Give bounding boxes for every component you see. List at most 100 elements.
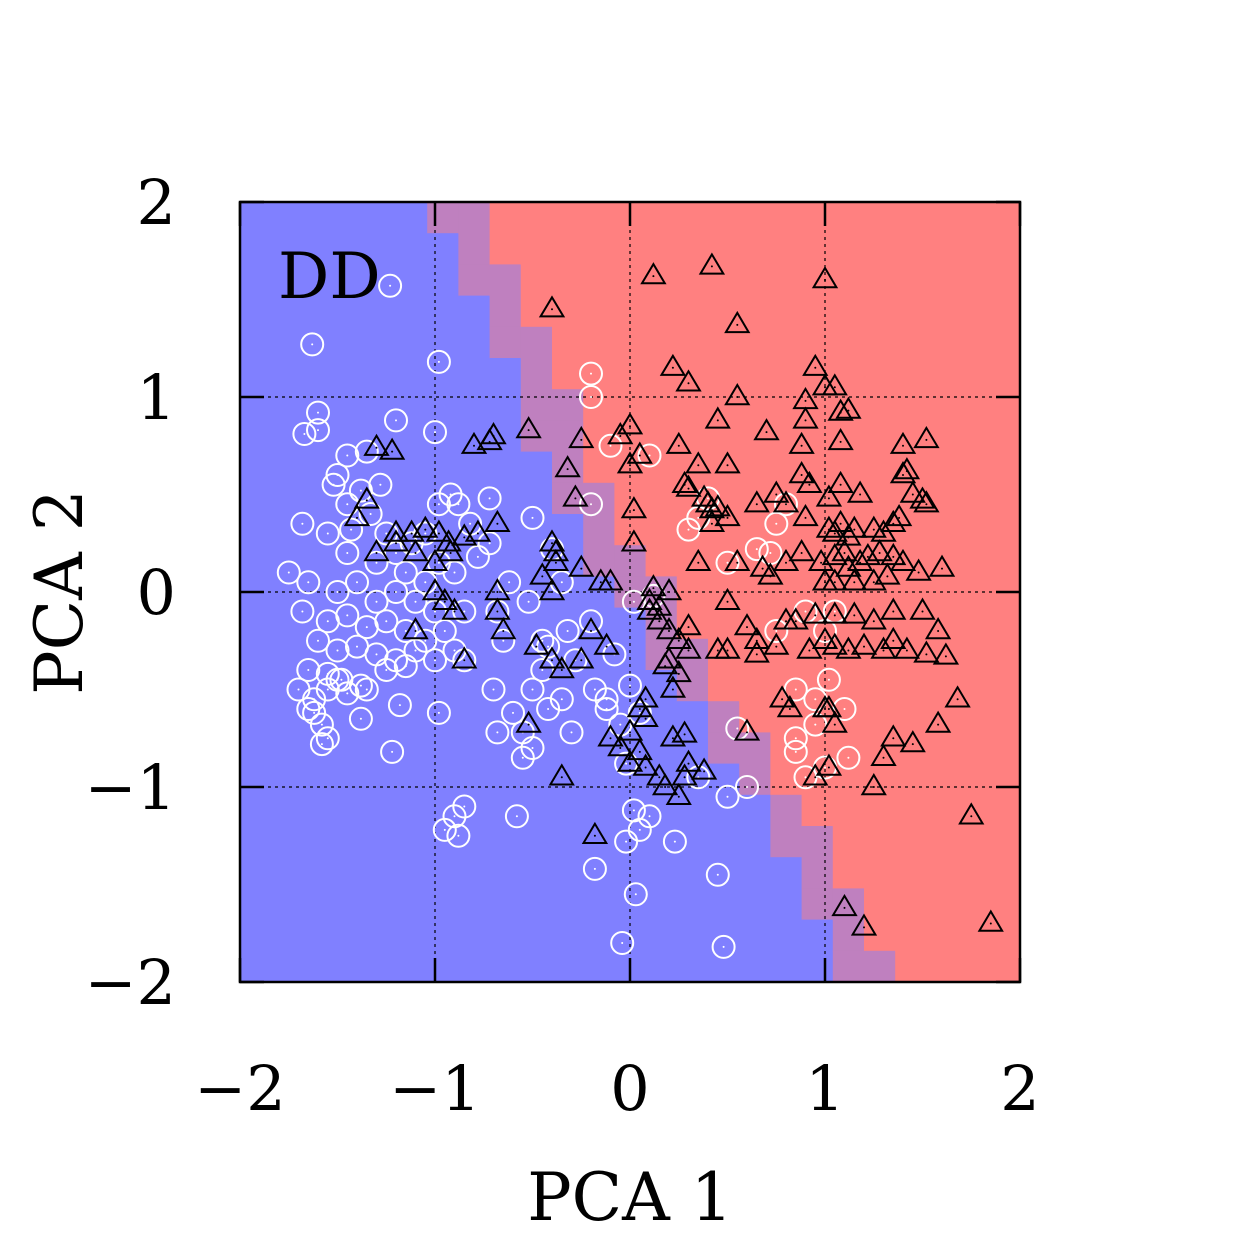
triangle-point-center [956,698,959,701]
triangle-point-center [652,275,655,278]
region-cell [926,233,959,265]
triangle-point-center [443,600,446,603]
circle-point [627,700,652,725]
circle-point [384,408,408,433]
circle-point [623,882,648,907]
circle-point [510,745,535,770]
region-cell [739,295,771,328]
region-cell [458,919,491,952]
region-cell [957,794,990,827]
triangle-point-center [872,620,875,623]
triangle-point-center [839,440,842,443]
triangle-point-center [683,776,686,779]
triangle-point-center [629,464,631,467]
region-cell [427,202,459,234]
region-cell [583,670,615,702]
region-cell [489,826,522,858]
region-cell [396,701,428,733]
region-cell [520,233,553,265]
region-cell [458,389,491,421]
circle-point [309,712,334,737]
region-cell [520,670,553,702]
region-cell [458,233,491,265]
region-cell [333,389,366,421]
triangle-point [382,519,410,542]
circle-point-center [814,723,817,726]
region-cell [708,732,740,765]
region-cell [739,451,771,484]
region-cell [926,202,959,234]
circle-point [335,443,360,468]
region-cell [271,763,303,796]
triangle-point-center [453,610,456,613]
region-cell [988,482,1020,515]
triangle-point [451,646,478,669]
circle-point-center [593,867,596,870]
triangle-point-center [905,470,908,473]
circle-point-center [469,522,472,525]
region-cell [926,670,959,702]
triangle-point-center [886,575,889,578]
triangle-point [441,597,468,620]
region-cell [708,888,740,921]
circle-point-center [476,555,479,558]
region-cell [988,389,1020,421]
circle-point-center [560,581,563,584]
region-cell [957,919,990,952]
region-cell [957,233,990,265]
triangle-point [866,539,893,562]
region-cell [676,295,709,328]
triangle-point [807,548,835,571]
circle-point [832,697,857,721]
circle-point [423,599,447,624]
region-cell [333,420,366,453]
region-cell [864,701,896,733]
region-cell [832,420,865,453]
circle-point-center [590,372,592,375]
region-cell [302,919,335,952]
triangle-point [841,601,868,624]
triangle-point-center [917,571,920,574]
region-cell [988,888,1020,921]
triangle-point-center [629,731,631,734]
triangle-point [909,597,936,620]
region-cell [708,202,740,234]
triangle-point-center [609,737,612,740]
region-cell [271,950,303,982]
region-cell [676,826,709,858]
circle-point-center [590,396,592,398]
region-cell [645,420,678,453]
region-cell [552,233,584,265]
circle-point [387,693,412,718]
triangle-point-center [824,581,826,584]
circle-point-center [336,678,339,681]
circle-point-center [463,805,466,808]
region-cell [988,701,1020,733]
region-cell [520,358,553,390]
region-cell [645,233,678,265]
circle-point-center [824,766,826,769]
region-cell [427,233,459,265]
triangle-point [860,568,887,591]
region-cell [988,638,1020,671]
triangle-point-center [437,532,440,535]
circle-point-center [395,552,397,554]
circle-point-center [359,684,362,687]
triangle-point-center [716,419,719,422]
triangle-point-center [726,464,729,467]
circle-point-center [609,444,612,447]
circle-point-center [521,756,524,759]
triangle-point-center [785,561,787,564]
region-cell [926,482,959,515]
region-cell [364,295,397,328]
triangle-point-center [892,737,895,740]
triangle-point-center [726,649,729,652]
region-cell [458,295,491,328]
region-cell [957,295,990,328]
region-cell [520,264,553,297]
region-cell [458,701,491,733]
circle-point [374,609,399,634]
triangle-point-center [566,468,569,471]
circle-point [354,439,379,464]
triangle-point [796,636,823,659]
